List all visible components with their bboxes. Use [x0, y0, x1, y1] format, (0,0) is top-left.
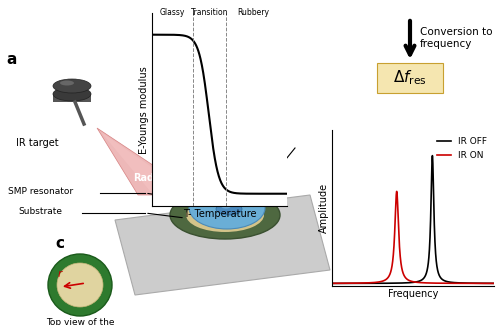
Ellipse shape — [60, 81, 74, 85]
Text: Substrate: Substrate — [18, 206, 62, 215]
FancyBboxPatch shape — [377, 63, 443, 93]
Y-axis label: E-Youngs modulus: E-Youngs modulus — [139, 66, 149, 154]
Text: r: r — [58, 269, 62, 279]
Text: IR: IR — [187, 70, 206, 86]
X-axis label: T- Temperature: T- Temperature — [183, 209, 256, 219]
Text: $\Delta f_{\rm res}$: $\Delta f_{\rm res}$ — [393, 69, 427, 87]
FancyBboxPatch shape — [165, 63, 227, 93]
Text: Magnitude of the
frequency response: Magnitude of the frequency response — [368, 162, 472, 184]
Text: Glassy: Glassy — [160, 7, 185, 17]
Ellipse shape — [57, 263, 103, 307]
Ellipse shape — [216, 203, 242, 215]
Text: IR target: IR target — [16, 138, 58, 148]
Ellipse shape — [186, 198, 264, 232]
Ellipse shape — [48, 254, 112, 316]
Y-axis label: Amplitude: Amplitude — [319, 183, 329, 233]
Ellipse shape — [189, 187, 265, 229]
Polygon shape — [53, 94, 91, 102]
Legend: IR OFF, IR ON: IR OFF, IR ON — [434, 135, 490, 162]
Polygon shape — [115, 195, 330, 295]
Text: SMP resonator: SMP resonator — [8, 187, 73, 196]
Text: Conversion to
frequency: Conversion to frequency — [420, 27, 493, 49]
Polygon shape — [101, 132, 186, 191]
Text: a: a — [6, 52, 16, 67]
X-axis label: Frequency: Frequency — [388, 289, 438, 299]
Ellipse shape — [170, 191, 280, 239]
Text: Transition: Transition — [191, 7, 228, 17]
Polygon shape — [97, 128, 198, 195]
Text: Top view of the
fabricated resonator: Top view of the fabricated resonator — [34, 318, 126, 325]
Ellipse shape — [221, 203, 231, 209]
Text: d: d — [338, 150, 349, 165]
Text: IR
Radiation: IR Radiation — [134, 161, 186, 183]
Text: c: c — [55, 236, 64, 251]
Ellipse shape — [53, 79, 91, 93]
Ellipse shape — [53, 87, 91, 101]
Text: Rubbery: Rubbery — [237, 7, 269, 17]
Text: Absorption: Absorption — [206, 31, 266, 41]
Ellipse shape — [206, 190, 234, 204]
